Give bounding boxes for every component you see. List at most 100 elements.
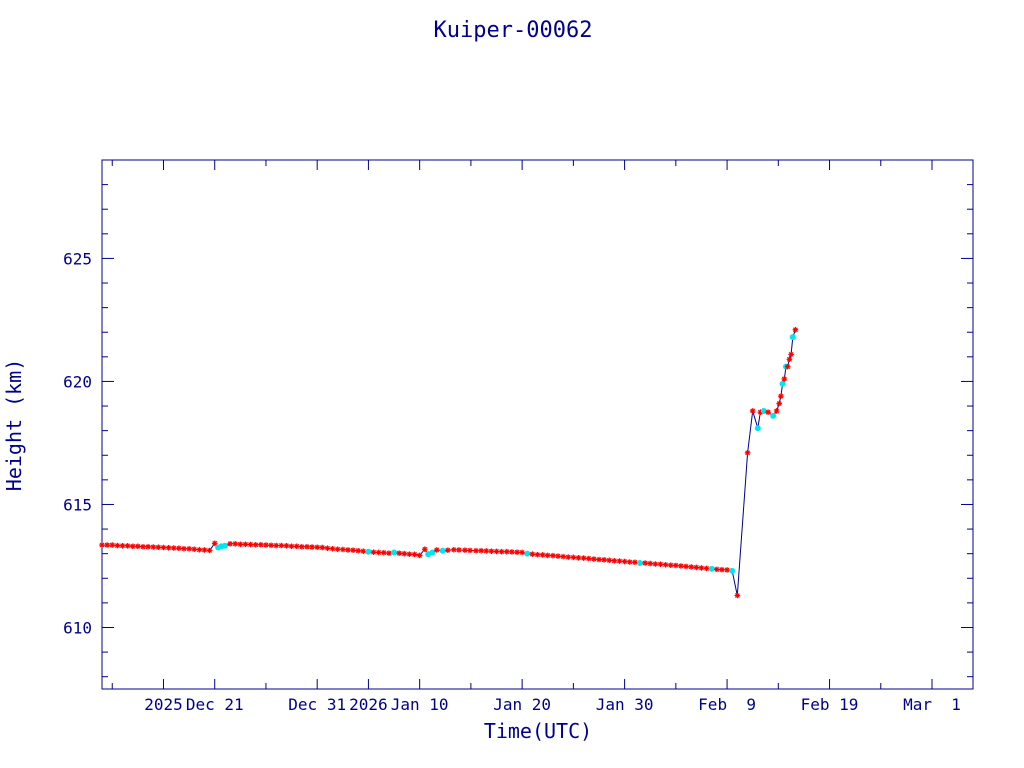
plot-frame (101, 159, 974, 690)
data-point (667, 562, 674, 569)
data-point (160, 544, 167, 551)
data-point (693, 564, 700, 571)
x-tick-label: Mar 1 (903, 695, 961, 714)
data-point (360, 548, 367, 555)
data-point (124, 543, 131, 549)
data-point (652, 561, 659, 567)
data-point (288, 543, 295, 550)
data-point (773, 408, 780, 414)
data-point (299, 543, 305, 550)
data-point (293, 543, 300, 550)
y-tick-label: 610 (63, 618, 92, 637)
data-point (657, 561, 664, 568)
data-point (329, 545, 336, 552)
x-tick-label: Dec 31 (288, 695, 346, 714)
data-point (719, 566, 725, 573)
x-tick-label: 2026 (349, 695, 388, 714)
y-axis: 610 615 620 625 (63, 159, 973, 678)
data-point (478, 547, 484, 554)
data-point (724, 567, 730, 573)
data-point (114, 542, 121, 549)
data-point (273, 542, 279, 549)
data-point (196, 546, 203, 553)
x-tick-label: Jan 10 (391, 695, 449, 714)
data-point (104, 542, 110, 548)
data-point (714, 566, 720, 573)
data-point (278, 542, 285, 549)
data-point (788, 351, 794, 358)
data-point (201, 547, 208, 553)
data-point (411, 551, 418, 558)
x-tick-label: Dec 21 (186, 695, 244, 714)
x-tick-label: Feb 19 (801, 695, 859, 714)
data-point (673, 562, 679, 569)
x-tick-label: Feb 9 (698, 695, 756, 714)
data-point (792, 326, 799, 333)
data-point-secondary (779, 380, 786, 387)
data-point (324, 545, 331, 552)
data-point-secondary (754, 425, 761, 432)
data-point (749, 408, 756, 414)
data-point (529, 551, 536, 557)
data-point (596, 556, 602, 563)
plot-area: 2025 Dec 21 Dec 31 2026 Jan 10 Jan 20 Jan 30 Fe… (63, 159, 974, 714)
data-point (591, 556, 597, 562)
data-point-secondary (636, 560, 643, 567)
data-point (150, 544, 157, 550)
data-point (550, 552, 556, 559)
data-point (565, 554, 572, 560)
data-point (662, 561, 669, 568)
data-point (786, 356, 793, 363)
data-point (488, 548, 495, 555)
data-point (334, 546, 341, 553)
data-point (539, 552, 546, 558)
data-point (632, 559, 638, 566)
data-point (247, 541, 254, 548)
data-point-secondary (789, 334, 796, 341)
data-point (252, 542, 259, 548)
data-point (445, 547, 451, 554)
data-point (227, 541, 233, 547)
data-point (498, 548, 505, 555)
data-point (519, 549, 525, 556)
chart-title: Kuiper-00062 (434, 18, 593, 43)
data-point-secondary (770, 412, 777, 419)
data-point-secondary (760, 407, 767, 414)
data-point (319, 544, 326, 551)
data-point (375, 549, 382, 556)
data-point (647, 560, 654, 567)
data-point (119, 543, 126, 549)
data-point (616, 558, 623, 564)
data-point-secondary (729, 567, 736, 574)
data-point (575, 555, 582, 561)
data-point (406, 551, 413, 557)
data-point-secondary (708, 565, 715, 572)
data-point (734, 592, 741, 599)
data-point (396, 550, 402, 556)
data-point (678, 563, 684, 569)
data-point-secondary (221, 542, 228, 549)
data-point (129, 543, 136, 550)
data-point (456, 547, 462, 553)
data-point-secondary (524, 550, 531, 557)
data-point (544, 552, 551, 559)
y-tick-label: 620 (63, 372, 92, 391)
data-point (765, 409, 771, 415)
data-point (170, 545, 177, 551)
data-point (401, 550, 408, 557)
data-point (601, 557, 607, 563)
data-point (340, 546, 346, 553)
data-point (345, 547, 351, 553)
data-point (462, 547, 468, 554)
data-point-secondary (439, 547, 446, 554)
data-point (560, 553, 566, 560)
data-point (258, 542, 264, 548)
data-point (211, 540, 218, 547)
data-point (433, 547, 440, 553)
data-point (268, 542, 274, 549)
data-point (165, 544, 172, 551)
data-point (503, 548, 510, 555)
data-point (350, 547, 356, 554)
data-point (135, 543, 141, 550)
data-point-secondary (365, 548, 372, 555)
